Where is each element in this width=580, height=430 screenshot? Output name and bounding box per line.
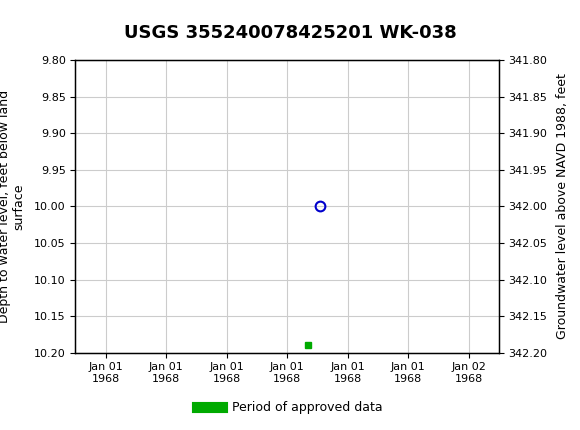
Text: USGS 355240078425201 WK-038: USGS 355240078425201 WK-038 [124, 24, 456, 42]
Legend: Period of approved data: Period of approved data [192, 396, 388, 419]
Y-axis label: Groundwater level above NAVD 1988, feet: Groundwater level above NAVD 1988, feet [556, 74, 569, 339]
Y-axis label: Depth to water level, feet below land
surface: Depth to water level, feet below land su… [0, 90, 26, 323]
Text: ▒USGS: ▒USGS [14, 8, 89, 28]
